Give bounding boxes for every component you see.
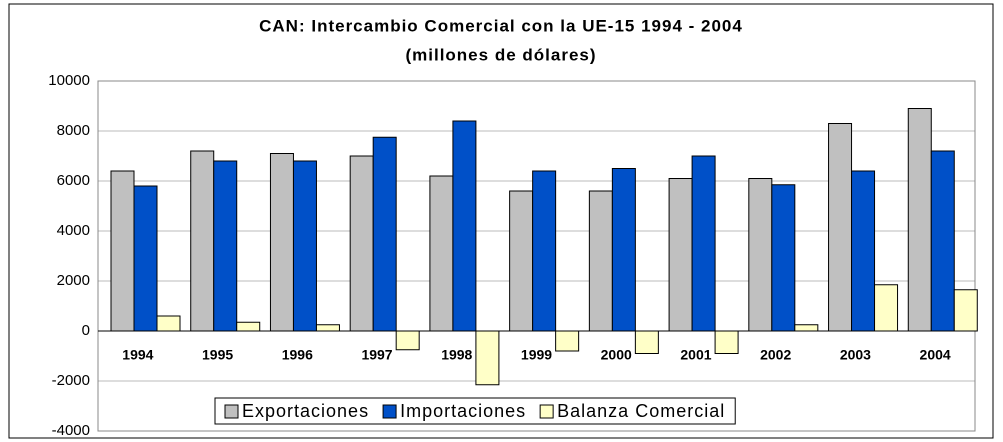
bar [213, 160, 238, 332]
bar [771, 184, 796, 332]
y-tick-label: 2000 [57, 272, 90, 289]
bar [611, 168, 636, 332]
bar [133, 185, 158, 332]
y-tick-label: 8000 [57, 122, 90, 139]
x-tick-label: 2000 [601, 347, 632, 363]
y-tick-label: 10000 [48, 72, 90, 89]
bar [532, 170, 557, 332]
x-tick-label: 1994 [122, 347, 153, 363]
bar [930, 150, 955, 332]
bar [907, 108, 932, 332]
y-tick-label: 0 [82, 322, 90, 339]
legend [214, 397, 736, 425]
bar [372, 136, 397, 332]
bar [748, 178, 773, 332]
bar [269, 153, 294, 332]
legend-swatch [224, 404, 239, 419]
y-tick-label: -2000 [52, 372, 90, 389]
bar [509, 190, 534, 332]
bar [349, 155, 374, 332]
chart-subtitle: (millones de dólares) [405, 45, 596, 64]
y-tick-label: 6000 [57, 172, 90, 189]
y-tick-label: -4000 [52, 422, 90, 439]
chart-title: CAN: Intercambio Comercial con la UE-15 … [259, 16, 743, 35]
bar [429, 175, 454, 332]
legend-swatch [539, 404, 554, 419]
x-tick-label: 2001 [680, 347, 711, 363]
bar [851, 170, 876, 332]
bar [668, 178, 693, 332]
bar [828, 123, 853, 332]
bar [953, 289, 978, 332]
x-tick-label: 2002 [760, 347, 791, 363]
bar [395, 330, 420, 351]
plot-border [97, 80, 976, 432]
bar [452, 120, 477, 332]
legend-label: Balanza Comercial [557, 401, 725, 421]
bar [110, 170, 135, 332]
x-tick-label: 1997 [361, 347, 392, 363]
bar [634, 330, 659, 354]
legend-swatch [382, 404, 397, 419]
legend-label: Importaciones [400, 401, 526, 421]
bar [475, 330, 500, 386]
bar [190, 150, 215, 332]
bar [555, 330, 580, 352]
bar [874, 284, 899, 332]
x-tick-label: 2003 [840, 347, 871, 363]
bar [714, 330, 739, 354]
legend-label: Exportaciones [242, 401, 369, 421]
x-tick-label: 1999 [521, 347, 552, 363]
x-tick-label: 1998 [441, 347, 472, 363]
bar [794, 324, 819, 332]
bar [588, 190, 613, 332]
x-tick-label: 1996 [282, 347, 313, 363]
y-tick-label: 4000 [57, 222, 90, 239]
bar [691, 155, 716, 332]
x-tick-label: 1995 [202, 347, 233, 363]
bar [315, 324, 340, 332]
x-tick-label: 2004 [920, 347, 951, 363]
bar [236, 321, 261, 332]
bar [156, 315, 181, 332]
bar [292, 160, 317, 332]
